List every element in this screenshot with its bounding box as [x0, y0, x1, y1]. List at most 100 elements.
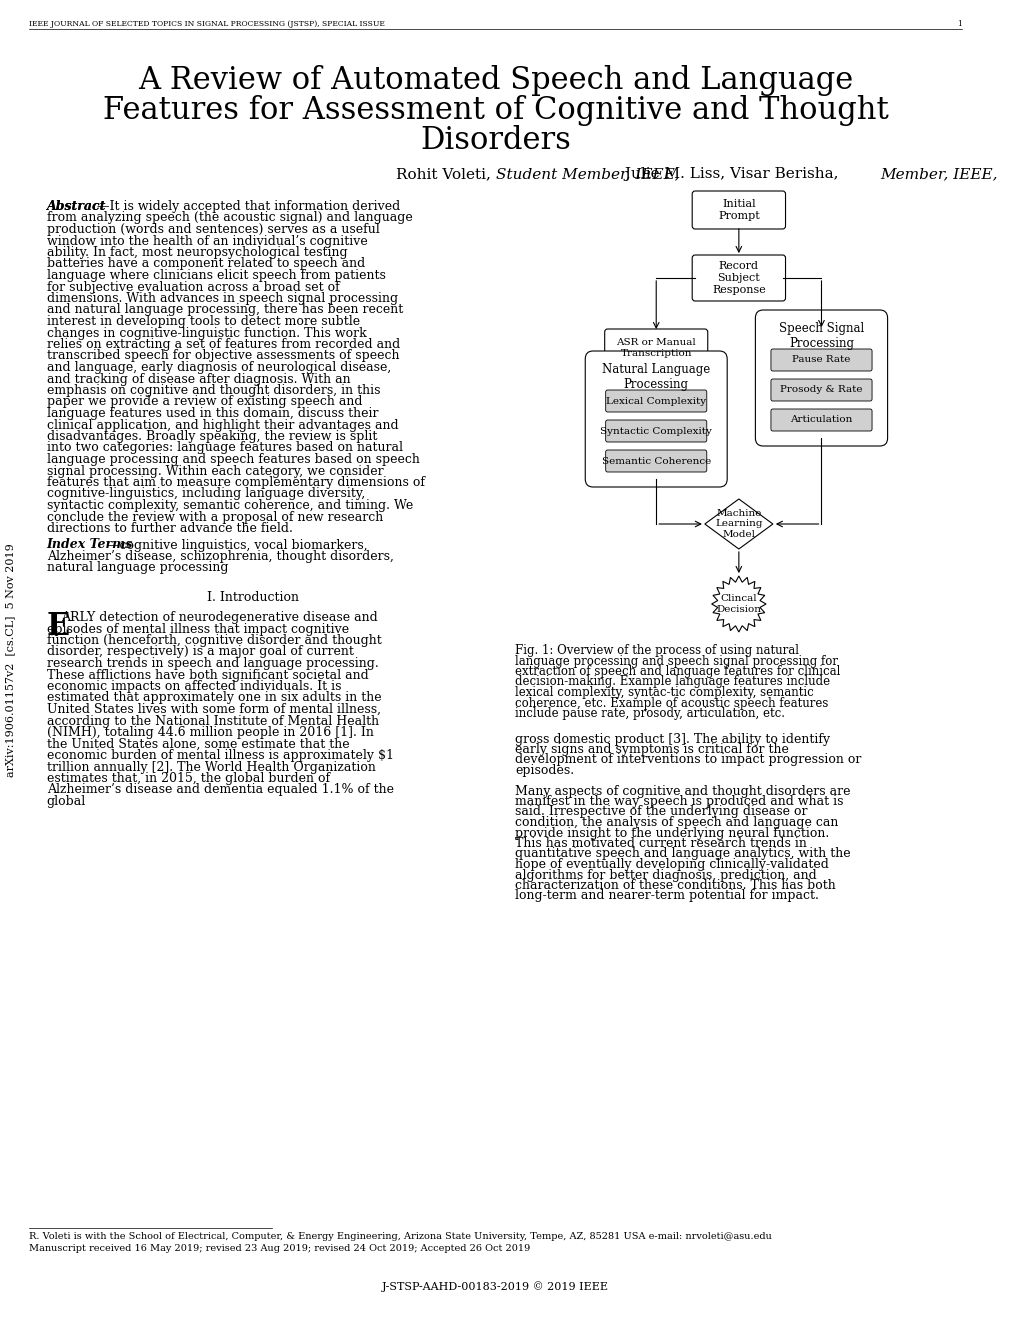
Text: United States lives with some form of mental illness,: United States lives with some form of me… [47, 704, 380, 715]
Text: 1: 1 [957, 20, 962, 28]
Text: (NIMH), totaling 44.6 million people in 2016 [1]. In: (NIMH), totaling 44.6 million people in … [47, 726, 373, 739]
Text: I. Introduction: I. Introduction [207, 591, 299, 605]
Text: This has motivated current research trends in: This has motivated current research tren… [515, 837, 806, 850]
Text: lexical complexity, syntac-tic complexity, semantic: lexical complexity, syntac-tic complexit… [515, 686, 813, 700]
Text: long-term and nearer-term potential for impact.: long-term and nearer-term potential for … [515, 890, 818, 903]
Text: from analyzing speech (the acoustic signal) and language: from analyzing speech (the acoustic sign… [47, 211, 412, 224]
Text: decision-making. Example language features include: decision-making. Example language featur… [515, 676, 829, 689]
Text: trillion annually [2]. The World Health Organization: trillion annually [2]. The World Health … [47, 760, 375, 774]
Text: Record
Subject
Response: Record Subject Response [711, 261, 765, 294]
Text: said. Irrespective of the underlying disease or: said. Irrespective of the underlying dis… [515, 805, 807, 818]
Text: conclude the review with a proposal of new research: conclude the review with a proposal of n… [47, 511, 382, 524]
Text: disorder, respectively) is a major goal of current: disorder, respectively) is a major goal … [47, 645, 354, 659]
Text: algorithms for better diagnosis, prediction, and: algorithms for better diagnosis, predict… [515, 869, 816, 882]
Text: Initial
Prompt: Initial Prompt [717, 199, 759, 220]
Text: Syntactic Complexity: Syntactic Complexity [600, 426, 711, 436]
FancyBboxPatch shape [770, 409, 871, 432]
Text: and natural language processing, there has been recent: and natural language processing, there h… [47, 304, 403, 317]
Text: ARLY detection of neurodegenerative disease and: ARLY detection of neurodegenerative dise… [61, 611, 378, 624]
Polygon shape [711, 576, 765, 632]
FancyBboxPatch shape [605, 389, 706, 412]
Text: cognitive-linguistics, including language diversity,: cognitive-linguistics, including languag… [47, 487, 365, 500]
Text: Clincal
Decision: Clincal Decision [715, 594, 760, 614]
Text: Prosody & Rate: Prosody & Rate [780, 385, 862, 395]
Text: provide insight to the underlying neural function.: provide insight to the underlying neural… [515, 826, 828, 840]
Text: coherence, etc. Example of acoustic speech features: coherence, etc. Example of acoustic spee… [515, 697, 827, 710]
Text: language features used in this domain, discuss their: language features used in this domain, d… [47, 407, 378, 420]
Text: condition, the analysis of speech and language can: condition, the analysis of speech and la… [515, 816, 838, 829]
Text: A Review of Automated Speech and Language: A Review of Automated Speech and Languag… [138, 65, 853, 96]
Text: —cognitive linguistics, vocal biomarkers,: —cognitive linguistics, vocal biomarkers… [107, 539, 367, 552]
Text: Rohit Voleti,: Rohit Voleti, [395, 168, 495, 181]
Text: language processing and speech signal processing for: language processing and speech signal pr… [515, 655, 838, 668]
Text: Student Member, IEEE,: Student Member, IEEE, [495, 168, 679, 181]
Text: manifest in the way speech is produced and what is: manifest in the way speech is produced a… [515, 795, 843, 808]
Text: Natural Language
Processing: Natural Language Processing [601, 363, 709, 391]
Text: clinical application, and highlight their advantages and: clinical application, and highlight thei… [47, 418, 397, 432]
Text: according to the National Institute of Mental Health: according to the National Institute of M… [47, 714, 378, 727]
FancyBboxPatch shape [692, 191, 785, 228]
Text: include pause rate, prosody, articulation, etc.: include pause rate, prosody, articulatio… [515, 708, 785, 719]
Text: extraction of speech and language features for clinical: extraction of speech and language featur… [515, 665, 840, 678]
Text: signal processing. Within each category, we consider: signal processing. Within each category,… [47, 465, 383, 478]
Text: Manuscript received 16 May 2019; revised 23 Aug 2019; revised 24 Oct 2019; Accep: Manuscript received 16 May 2019; revised… [30, 1243, 530, 1253]
Text: Many aspects of cognitive and thought disorders are: Many aspects of cognitive and thought di… [515, 784, 850, 797]
Text: natural language processing: natural language processing [47, 561, 228, 574]
Text: Fig. 1: Overview of the process of using natural: Fig. 1: Overview of the process of using… [515, 644, 799, 657]
Text: Features for Assessment of Cognitive and Thought: Features for Assessment of Cognitive and… [103, 95, 888, 125]
Text: R. Voleti is with the School of Electrical, Computer, & Energy Engineering, Ariz: R. Voleti is with the School of Electric… [30, 1232, 771, 1241]
Text: interest in developing tools to detect more subtle: interest in developing tools to detect m… [47, 315, 360, 327]
Text: gross domestic product [3]. The ability to identify: gross domestic product [3]. The ability … [515, 733, 829, 746]
Text: Alzheimer’s disease and dementia equaled 1.1% of the: Alzheimer’s disease and dementia equaled… [47, 784, 393, 796]
Text: ASR or Manual
Transcription: ASR or Manual Transcription [615, 338, 695, 358]
Text: global: global [47, 795, 86, 808]
Text: characterization of these conditions. This has both: characterization of these conditions. Th… [515, 879, 836, 892]
Text: estimates that, in 2015, the global burden of: estimates that, in 2015, the global burd… [47, 772, 329, 785]
Text: and tracking of disease after diagnosis. With an: and tracking of disease after diagnosis.… [47, 372, 350, 385]
Text: ability. In fact, most neuropsychological testing: ability. In fact, most neuropsychologica… [47, 246, 346, 259]
FancyBboxPatch shape [585, 351, 727, 487]
Text: and language, early diagnosis of neurological disease,: and language, early diagnosis of neurolo… [47, 360, 390, 374]
Text: E: E [47, 611, 70, 642]
Text: These afflictions have both significant societal and: These afflictions have both significant … [47, 668, 368, 681]
FancyBboxPatch shape [605, 420, 706, 442]
Text: Abstract: Abstract [47, 201, 106, 213]
Text: language where clinicians elicit speech from patients: language where clinicians elicit speech … [47, 269, 385, 282]
Text: function (henceforth, cognitive disorder and thought: function (henceforth, cognitive disorder… [47, 634, 381, 647]
Text: Disorders: Disorders [420, 125, 571, 156]
Text: emphasis on cognitive and thought disorders, in this: emphasis on cognitive and thought disord… [47, 384, 380, 397]
Text: dimensions. With advances in speech signal processing: dimensions. With advances in speech sign… [47, 292, 397, 305]
Text: changes in cognitive-linguistic function. This work: changes in cognitive-linguistic function… [47, 326, 366, 339]
FancyBboxPatch shape [755, 310, 887, 446]
Text: window into the health of an individual’s cognitive: window into the health of an individual’… [47, 235, 367, 248]
Text: batteries have a component related to speech and: batteries have a component related to sp… [47, 257, 365, 271]
Text: early signs and symptoms is critical for the: early signs and symptoms is critical for… [515, 743, 789, 756]
Text: hope of eventually developing clinically-validated: hope of eventually developing clinically… [515, 858, 828, 871]
Text: transcribed speech for objective assessments of speech: transcribed speech for objective assessm… [47, 350, 398, 363]
Text: —It is widely accepted that information derived: —It is widely accepted that information … [97, 201, 400, 213]
Text: development of interventions to impact progression or: development of interventions to impact p… [515, 754, 861, 767]
Text: Julie M. Liss, Visar Berisha,: Julie M. Liss, Visar Berisha, [620, 168, 843, 181]
Polygon shape [704, 499, 772, 549]
Text: Abstract: Abstract [47, 201, 106, 213]
Text: for subjective evaluation across a broad set of: for subjective evaluation across a broad… [47, 281, 339, 293]
Text: J-STSP-AAHD-00183-2019 © 2019 IEEE: J-STSP-AAHD-00183-2019 © 2019 IEEE [382, 1282, 608, 1292]
Text: relies on extracting a set of features from recorded and: relies on extracting a set of features f… [47, 338, 399, 351]
Text: Lexical Complexity: Lexical Complexity [605, 396, 705, 405]
FancyBboxPatch shape [770, 348, 871, 371]
FancyBboxPatch shape [770, 379, 871, 401]
Text: Speech Signal
Processing: Speech Signal Processing [779, 322, 863, 350]
FancyBboxPatch shape [605, 450, 706, 473]
Text: production (words and sentences) serves as a useful: production (words and sentences) serves … [47, 223, 379, 236]
Text: Member, IEEE,: Member, IEEE, [879, 168, 997, 181]
Text: arXiv:1906.01157v2  [cs.CL]  5 Nov 2019: arXiv:1906.01157v2 [cs.CL] 5 Nov 2019 [5, 543, 14, 777]
Text: Machine
Learning
Model: Machine Learning Model [714, 510, 762, 539]
Text: episodes of mental illness that impact cognitive: episodes of mental illness that impact c… [47, 623, 348, 635]
Text: quantitative speech and language analytics, with the: quantitative speech and language analyti… [515, 847, 850, 861]
Text: economic burden of mental illness is approximately $1: economic burden of mental illness is app… [47, 748, 393, 762]
Text: syntactic complexity, semantic coherence, and timing. We: syntactic complexity, semantic coherence… [47, 499, 413, 512]
Text: language processing and speech features based on speech: language processing and speech features … [47, 453, 419, 466]
Text: paper we provide a review of existing speech and: paper we provide a review of existing sp… [47, 396, 362, 408]
Text: research trends in speech and language processing.: research trends in speech and language p… [47, 657, 378, 671]
Text: the United States alone, some estimate that the: the United States alone, some estimate t… [47, 738, 348, 751]
